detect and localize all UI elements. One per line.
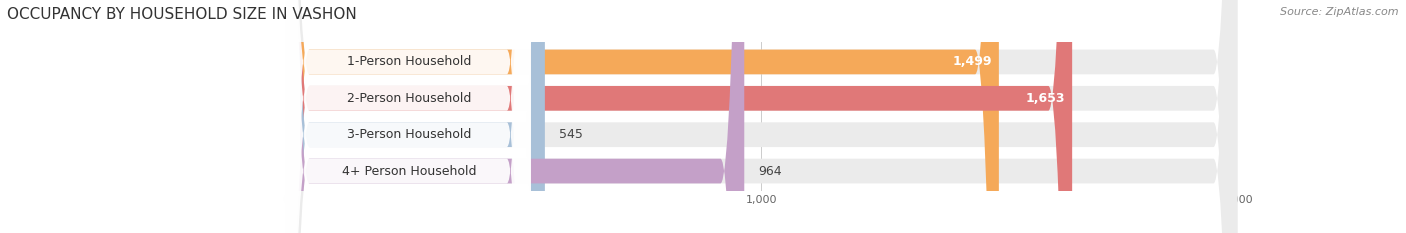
FancyBboxPatch shape (285, 0, 1073, 233)
FancyBboxPatch shape (285, 0, 546, 233)
FancyBboxPatch shape (283, 0, 530, 233)
Text: 3-Person Household: 3-Person Household (347, 128, 471, 141)
FancyBboxPatch shape (285, 0, 1237, 233)
Text: 964: 964 (759, 164, 782, 178)
Text: OCCUPANCY BY HOUSEHOLD SIZE IN VASHON: OCCUPANCY BY HOUSEHOLD SIZE IN VASHON (7, 7, 357, 22)
FancyBboxPatch shape (283, 0, 530, 233)
FancyBboxPatch shape (285, 0, 1237, 233)
Text: 1-Person Household: 1-Person Household (347, 55, 471, 69)
Text: 1,653: 1,653 (1025, 92, 1064, 105)
FancyBboxPatch shape (285, 0, 998, 233)
FancyBboxPatch shape (283, 0, 530, 233)
FancyBboxPatch shape (285, 0, 1237, 233)
Text: 2-Person Household: 2-Person Household (347, 92, 471, 105)
Text: 4+ Person Household: 4+ Person Household (342, 164, 477, 178)
Text: 1,499: 1,499 (952, 55, 991, 69)
FancyBboxPatch shape (285, 0, 744, 233)
FancyBboxPatch shape (285, 0, 1237, 233)
Text: 545: 545 (560, 128, 583, 141)
FancyBboxPatch shape (283, 0, 530, 233)
Text: Source: ZipAtlas.com: Source: ZipAtlas.com (1281, 7, 1399, 17)
